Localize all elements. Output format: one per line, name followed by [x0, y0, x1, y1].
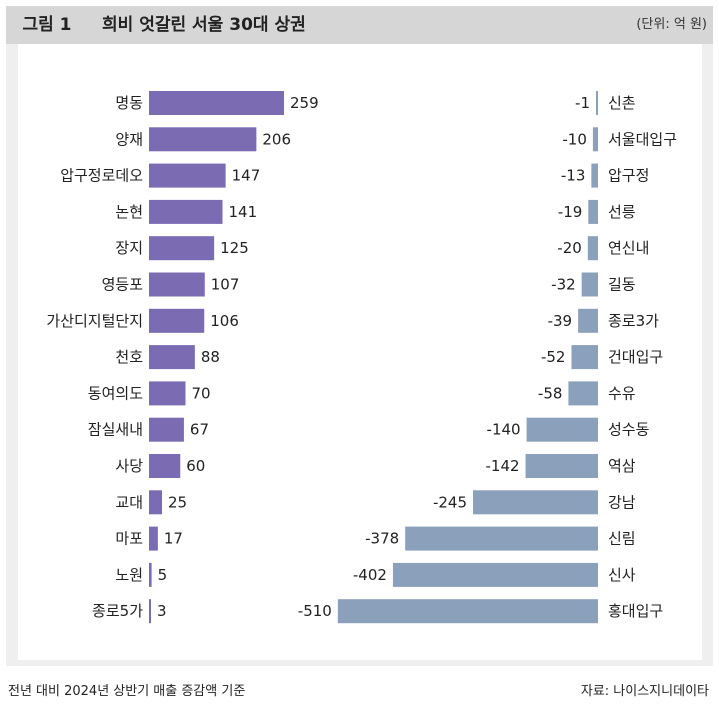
bar-negative [405, 526, 598, 551]
category-label: 압구정로데오 [60, 167, 143, 185]
data-label: -10 [562, 130, 587, 148]
bar-positive [149, 454, 181, 478]
data-label: 141 [228, 203, 257, 221]
category-label: 사당 [115, 457, 143, 475]
category-label: 역삼 [608, 457, 636, 475]
category-label: 장지 [115, 239, 143, 257]
bar-negative [473, 490, 598, 515]
category-label: 천호 [115, 348, 143, 366]
bar-positive [149, 526, 158, 551]
bar-positive [149, 127, 257, 152]
category-label: 수유 [608, 384, 636, 402]
data-label: 60 [186, 457, 205, 475]
category-label: 마포 [115, 530, 143, 548]
bar-negative [578, 308, 598, 333]
bar-positive [149, 490, 163, 515]
category-label: 연신내 [608, 239, 649, 257]
category-label: 영등포 [102, 276, 144, 294]
data-label: -402 [353, 566, 387, 584]
bar-negative [337, 599, 598, 624]
data-label: 147 [232, 167, 261, 185]
category-label: 잠실새내 [88, 421, 143, 439]
data-label: 125 [220, 239, 249, 257]
category-label: 압구정 [608, 167, 649, 185]
bar-negative [571, 345, 598, 370]
bar-positive [149, 91, 284, 115]
category-label: 강남 [608, 493, 636, 511]
data-label: 25 [168, 493, 187, 511]
category-label: 신림 [608, 530, 636, 548]
category-label: 가산디지털단지 [46, 312, 143, 330]
category-label: 건대입구 [608, 348, 663, 366]
bar-negative [568, 381, 598, 406]
bar-positive [149, 163, 226, 188]
bar-negative [392, 562, 598, 587]
data-label: -510 [298, 602, 332, 620]
data-label: 107 [211, 276, 240, 294]
data-label: -1 [575, 94, 590, 112]
bar-negative [592, 127, 598, 152]
category-label: 신촌 [608, 94, 636, 112]
data-label: 206 [262, 130, 291, 148]
data-label: -58 [538, 384, 563, 402]
bar-negative [581, 272, 598, 297]
data-label: -245 [433, 493, 467, 511]
category-label: 논현 [115, 203, 143, 221]
bar-negative [587, 236, 598, 261]
bar-positive [149, 562, 152, 587]
data-label: 5 [158, 566, 168, 584]
source-label: 자료: 나이스지니데이타 [580, 684, 709, 699]
category-label: 서울대입구 [608, 130, 677, 148]
category-label: 길동 [608, 276, 636, 294]
data-label: -20 [557, 239, 582, 257]
category-label: 동여의도 [88, 384, 143, 402]
bar-positive [149, 236, 215, 261]
data-label: -13 [561, 167, 586, 185]
data-label: -140 [487, 421, 521, 439]
category-label: 성수동 [608, 421, 650, 439]
bar-negative [526, 417, 598, 442]
bar-positive [149, 199, 223, 224]
footer-note: 전년 대비 2024년 상반기 매출 증감액 기준 [8, 684, 246, 699]
unit-label: (단위: 억 원) [636, 17, 707, 32]
data-label: 3 [157, 602, 167, 620]
data-label: 17 [164, 530, 183, 548]
category-label: 신사 [608, 566, 636, 584]
category-label: 종로3가 [608, 312, 659, 330]
data-label: -39 [548, 312, 573, 330]
category-label: 종로5가 [92, 602, 143, 620]
data-label: -378 [365, 530, 399, 548]
data-label: 70 [191, 384, 210, 402]
data-label: -32 [551, 276, 576, 294]
data-label: 67 [190, 421, 209, 439]
data-label: -52 [541, 348, 566, 366]
data-label: -142 [486, 457, 520, 475]
bar-negative [588, 199, 598, 224]
chart-title: 희비 엇갈린 서울 30대 상권 [102, 15, 306, 35]
data-label: 88 [201, 348, 220, 366]
data-label: 106 [210, 312, 239, 330]
bar-negative [596, 91, 598, 115]
category-label: 노원 [115, 566, 143, 584]
bar-positive [149, 381, 186, 406]
bar-positive [149, 308, 205, 333]
bar-negative [525, 454, 598, 478]
category-label: 교대 [115, 493, 143, 511]
bar-positive [149, 599, 151, 624]
category-label: 명동 [115, 94, 143, 112]
header-bar [6, 6, 713, 44]
data-label: 259 [290, 94, 319, 112]
category-label: 홍대입구 [608, 602, 663, 620]
bar-positive [149, 417, 184, 442]
bar-positive [149, 272, 205, 297]
bar-positive [149, 345, 195, 370]
data-label: -19 [558, 203, 583, 221]
category-label: 선릉 [608, 203, 636, 221]
bar-negative [591, 163, 598, 188]
category-label: 양재 [115, 130, 143, 148]
figure-label: 그림 1 [22, 15, 72, 35]
